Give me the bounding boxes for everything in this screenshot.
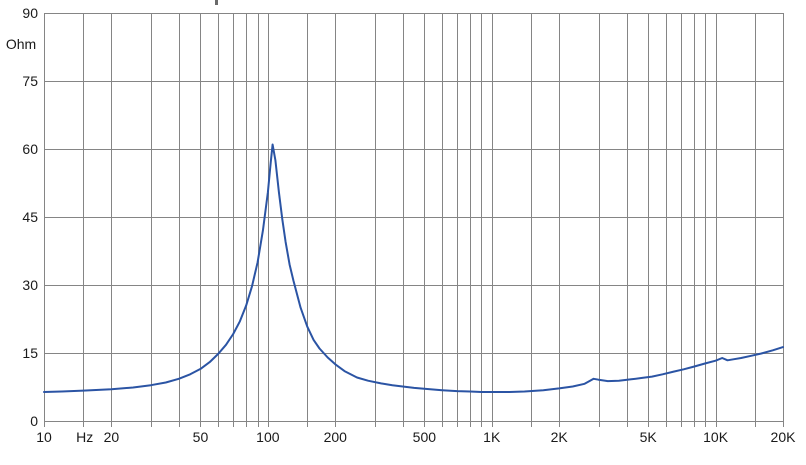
y-axis-unit-label: Ohm [5,36,37,52]
x-tick-label: 10K [703,429,729,445]
y-tick-label: 15 [22,345,38,361]
y-tick-label: 90 [22,5,38,21]
y-tick-label: 60 [22,141,38,157]
grid-lines [44,13,784,422]
x-tick-label: 5K [639,429,657,445]
x-tick-label: 20 [103,429,120,445]
x-tick-label: 100 [256,429,280,445]
impedance-curve [43,143,784,393]
x-tick-label: 200 [323,429,347,445]
impedance-curve-path [43,143,784,393]
plot-border [44,13,784,422]
cropped-title-artifact [215,0,218,5]
x-tick-label: 50 [192,429,209,445]
x-tick-label: 2K [550,429,568,445]
y-tick-label: 75 [22,73,38,89]
y-tick-label: 45 [22,209,38,225]
x-tick-label: 10 [36,429,52,445]
x-tick-label: 20K [770,429,796,445]
x-tick-label: 1K [483,429,501,445]
y-tick-label: 0 [30,413,38,429]
x-axis-unit-label: Hz [76,429,94,445]
x-tick-label: 500 [412,429,437,445]
y-tick-label: 30 [22,277,38,293]
